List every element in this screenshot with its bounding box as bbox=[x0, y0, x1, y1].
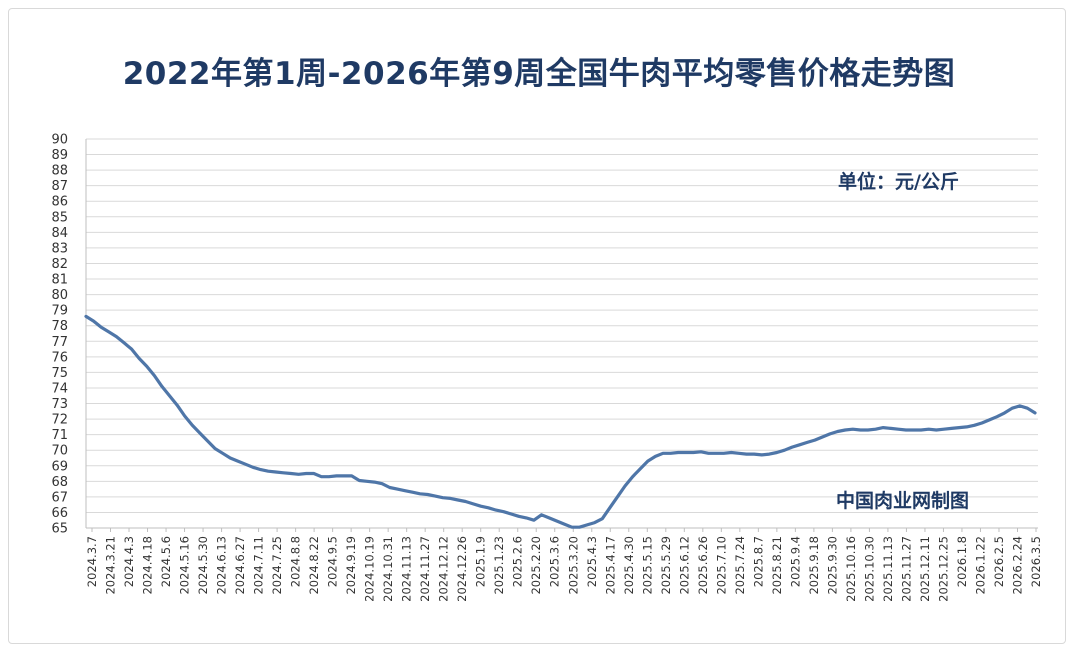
chart-title: 2022年第1周-2026年第9周全国牛肉平均零售价格走势图 bbox=[122, 56, 956, 92]
x-tick-label: 2024.5.6 bbox=[159, 536, 173, 587]
x-tick-label: 2025.10.30 bbox=[862, 536, 876, 602]
x-tick-label: 2025.7.24 bbox=[733, 536, 747, 595]
y-tick-label: 83 bbox=[51, 241, 68, 256]
x-tick-label: 2025.6.26 bbox=[696, 536, 710, 595]
x-tick-label: 2026.3.5 bbox=[1029, 536, 1043, 587]
x-tick-label: 2025.4.17 bbox=[603, 536, 617, 595]
x-tick-label: 2024.3.21 bbox=[104, 536, 118, 595]
x-axis-ticks: 2024.3.7 2024.3.21 2024.4.3 2024.4.18 2024.5… bbox=[85, 528, 1043, 602]
x-tick-label: 2025.11.13 bbox=[881, 536, 895, 602]
x-tick-label: 2025.7.10 bbox=[714, 536, 728, 595]
x-tick-label: 2025.9.30 bbox=[825, 536, 839, 595]
x-tick-label: 2024.10.31 bbox=[381, 536, 395, 602]
x-tick-label: 2024.5.16 bbox=[178, 536, 192, 595]
y-tick-label: 70 bbox=[51, 444, 68, 459]
x-tick-label: 2025.9.4 bbox=[788, 536, 802, 587]
x-tick-label: 2025.2.20 bbox=[529, 536, 543, 595]
x-tick-label: 2024.4.18 bbox=[141, 536, 155, 595]
x-tick-label: 2025.4.3 bbox=[585, 536, 599, 587]
unit-label: 单位：元/公斤 bbox=[838, 170, 959, 193]
x-tick-label: 2025.8.21 bbox=[770, 536, 784, 595]
x-tick-label: 2024.5.30 bbox=[196, 536, 210, 595]
x-tick-label: 2024.9.19 bbox=[344, 536, 358, 595]
y-tick-label: 85 bbox=[51, 210, 68, 225]
x-tick-label: 2025.3.6 bbox=[548, 536, 562, 587]
y-tick-label: 78 bbox=[51, 319, 68, 334]
x-tick-label: 2025.9.18 bbox=[807, 536, 821, 595]
y-tick-label: 89 bbox=[51, 148, 68, 163]
y-axis-ticks: 6566676869707172737475767778798081828384… bbox=[51, 133, 68, 537]
y-tick-label: 75 bbox=[51, 366, 68, 381]
price-line bbox=[84, 314, 1037, 529]
y-tick-label: 79 bbox=[51, 304, 68, 319]
x-tick-label: 2024.12.12 bbox=[437, 536, 451, 602]
x-tick-label: 2024.8.8 bbox=[289, 536, 303, 587]
y-tick-label: 73 bbox=[51, 397, 68, 412]
y-tick-label: 88 bbox=[51, 164, 68, 179]
x-tick-label: 2025.3.20 bbox=[566, 536, 580, 595]
x-tick-label: 2024.11.27 bbox=[418, 536, 432, 602]
y-tick-label: 71 bbox=[51, 428, 68, 443]
gridlines bbox=[85, 138, 1038, 529]
x-tick-label: 2025.5.15 bbox=[640, 536, 654, 595]
y-tick-label: 87 bbox=[51, 179, 68, 194]
x-tick-label: 2026.2.24 bbox=[1010, 536, 1024, 595]
x-tick-label: 2025.1.9 bbox=[474, 536, 488, 587]
x-tick-label: 2024.12.26 bbox=[455, 536, 469, 602]
x-tick-label: 2024.10.19 bbox=[363, 536, 377, 602]
x-tick-label: 2024.8.22 bbox=[307, 536, 321, 595]
x-tick-label: 2025.2.6 bbox=[511, 536, 525, 587]
x-tick-label: 2024.6.13 bbox=[215, 536, 229, 595]
x-tick-label: 2026.2.5 bbox=[992, 536, 1006, 587]
x-tick-label: 2026.1.22 bbox=[973, 536, 987, 595]
x-tick-label: 2025.10.16 bbox=[844, 536, 858, 602]
y-tick-label: 82 bbox=[51, 257, 68, 272]
y-tick-label: 69 bbox=[51, 459, 68, 474]
x-tick-label: 2025.8.7 bbox=[751, 536, 765, 587]
x-tick-label: 2024.7.25 bbox=[270, 536, 284, 595]
x-tick-label: 2025.4.30 bbox=[622, 536, 636, 595]
y-tick-label: 65 bbox=[51, 522, 68, 537]
x-tick-label: 2025.6.12 bbox=[677, 536, 691, 595]
y-tick-label: 74 bbox=[51, 381, 68, 396]
x-tick-label: 2025.5.29 bbox=[659, 536, 673, 595]
x-tick-label: 2024.3.7 bbox=[85, 536, 99, 587]
y-tick-label: 66 bbox=[51, 506, 68, 521]
y-tick-label: 81 bbox=[51, 273, 68, 288]
x-tick-label: 2024.9.5 bbox=[326, 536, 340, 587]
y-tick-label: 80 bbox=[51, 288, 68, 303]
x-tick-label: 2024.4.3 bbox=[122, 536, 136, 587]
x-tick-label: 2024.6.27 bbox=[233, 536, 247, 595]
y-tick-label: 72 bbox=[51, 413, 68, 428]
y-tick-label: 76 bbox=[51, 350, 68, 365]
x-tick-label: 2024.11.13 bbox=[400, 536, 414, 602]
x-tick-label: 2025.12.25 bbox=[936, 536, 950, 602]
y-tick-label: 67 bbox=[51, 490, 68, 505]
x-tick-label: 2025.1.23 bbox=[492, 536, 506, 595]
x-tick-label: 2026.1.8 bbox=[955, 536, 969, 587]
y-tick-label: 68 bbox=[51, 475, 68, 490]
y-tick-label: 86 bbox=[51, 195, 68, 210]
x-tick-label: 2025.11.27 bbox=[899, 536, 913, 602]
x-tick-label: 2024.7.11 bbox=[252, 536, 266, 595]
source-label: 中国肉业网制图 bbox=[836, 489, 969, 512]
y-tick-label: 77 bbox=[51, 335, 68, 350]
x-tick-label: 2025.12.11 bbox=[918, 536, 932, 602]
y-tick-label: 90 bbox=[51, 133, 68, 148]
y-tick-label: 84 bbox=[51, 226, 68, 241]
